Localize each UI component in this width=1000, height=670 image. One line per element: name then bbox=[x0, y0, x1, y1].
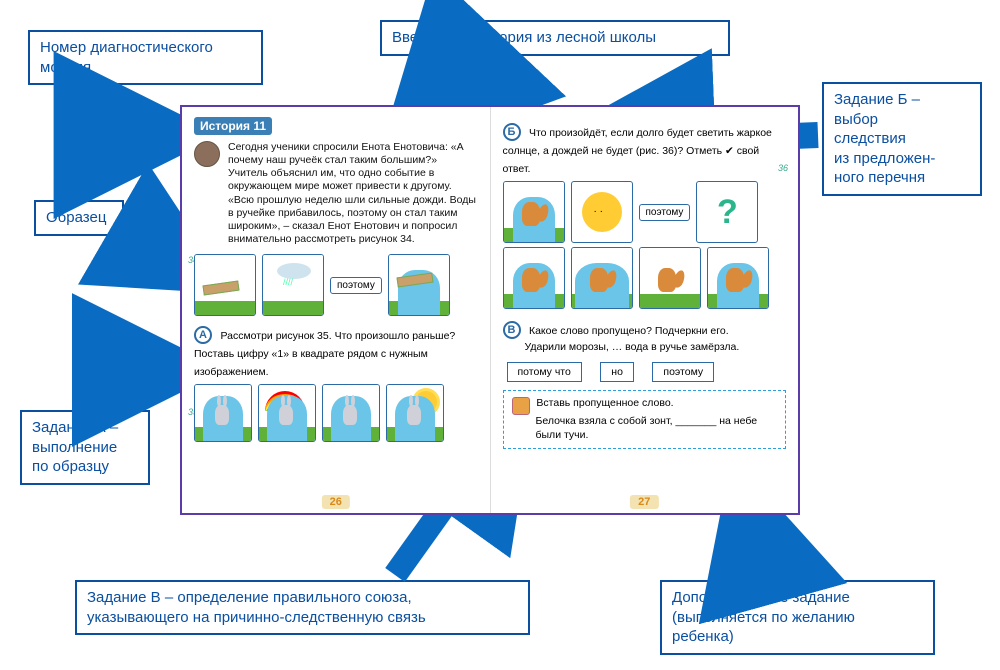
task-v-block: В Какое слово пропущено? Подчеркни его. … bbox=[503, 321, 787, 354]
intro-block: Сегодня ученики спросили Енота Енотовича… bbox=[194, 141, 478, 246]
task-b-text: Что произойдёт, если долго будет светить… bbox=[503, 127, 772, 175]
callout-text: Задание А –выполнениепо образцу bbox=[32, 419, 118, 475]
callout-module-number: Номер диагностическогомодуля bbox=[28, 30, 263, 85]
task-v-sentence: Ударили морозы, … вода в ручье замёрзла. bbox=[525, 341, 787, 354]
sample-row: //// поэтому bbox=[194, 254, 478, 316]
callout-task-v: Задание В – определение правильного союз… bbox=[75, 580, 530, 635]
word-2: но bbox=[600, 362, 634, 382]
a-img-1 bbox=[194, 384, 252, 442]
b-img-q: ? bbox=[696, 181, 758, 243]
callout-text: Задание В – определение правильного союз… bbox=[87, 589, 426, 626]
squirrel-icon bbox=[512, 397, 530, 415]
extra-label: Вставь пропущенное слово. bbox=[536, 397, 673, 409]
task-a-row bbox=[194, 384, 478, 442]
b-opt-3 bbox=[639, 247, 701, 309]
task-b-row-1: поэтому ? bbox=[503, 181, 787, 243]
callout-text: Дополнительное задание(выполняется по же… bbox=[672, 589, 855, 645]
sample-img-2: //// bbox=[262, 254, 324, 316]
task-a-block: А Рассмотри рисунок 35. Что произошло ра… bbox=[194, 326, 478, 380]
callout-sample: Образец bbox=[34, 200, 124, 236]
b-opt-2 bbox=[571, 247, 633, 309]
task-v-marker: В bbox=[503, 321, 521, 339]
task-b-block: Б Что произойдёт, если долго будет свети… bbox=[503, 123, 787, 177]
intro-text: Сегодня ученики спросили Енота Енотовича… bbox=[228, 141, 478, 246]
a-img-3 bbox=[322, 384, 380, 442]
sample-img-3 bbox=[388, 254, 450, 316]
page-left: История 11 Сегодня ученики спросили Енот… bbox=[182, 107, 490, 513]
b-img-1 bbox=[503, 181, 565, 243]
ref-36: 36 bbox=[776, 163, 790, 173]
word-3: поэтому bbox=[652, 362, 714, 382]
callout-intro: Введение – история из лесной школы bbox=[380, 20, 730, 56]
connector-label: поэтому bbox=[330, 277, 382, 294]
callout-text: Номер диагностическогомодуля bbox=[40, 39, 213, 76]
a-img-2 bbox=[258, 384, 316, 442]
callout-task-b: Задание Б –выборследствияиз предложен-но… bbox=[822, 82, 982, 196]
page-right: Б Что произойдёт, если долго будет свети… bbox=[490, 107, 799, 513]
page-number-right: 27 bbox=[630, 495, 658, 509]
word-1: потому что bbox=[507, 362, 582, 382]
extra-task-box: Вставь пропущенное слово. Белочка взяла … bbox=[503, 390, 787, 449]
b-opt-4 bbox=[707, 247, 769, 309]
task-b-marker: Б bbox=[503, 123, 521, 141]
a-img-4 bbox=[386, 384, 444, 442]
callout-text: Задание Б –выборследствияиз предложен-но… bbox=[834, 91, 935, 186]
word-options: потому что но поэтому bbox=[507, 362, 787, 382]
raccoon-icon bbox=[194, 141, 220, 167]
task-b-row-2 bbox=[503, 247, 787, 309]
textbook-spread: История 11 Сегодня ученики спросили Енот… bbox=[180, 105, 800, 515]
task-a-marker: А bbox=[194, 326, 212, 344]
task-a-text: Рассмотри рисунок 35. Что произошло рань… bbox=[194, 330, 455, 378]
task-v-text: Какое слово пропущено? Подчеркни его. bbox=[529, 325, 729, 337]
callout-text: Введение – история из лесной школы bbox=[392, 29, 656, 46]
story-label: История 11 bbox=[194, 117, 272, 135]
extra-sentence: Белочка взяла с собой зонт, _______ на н… bbox=[536, 415, 778, 442]
sample-img-1 bbox=[194, 254, 256, 316]
callout-task-a: Задание А –выполнениепо образцу bbox=[20, 410, 150, 485]
callout-extra: Дополнительное задание(выполняется по же… bbox=[660, 580, 935, 655]
page-number-left: 26 bbox=[322, 495, 350, 509]
b-img-2 bbox=[571, 181, 633, 243]
callout-text: Образец bbox=[46, 209, 106, 226]
connector-label-b: поэтому bbox=[639, 204, 691, 221]
b-opt-1 bbox=[503, 247, 565, 309]
